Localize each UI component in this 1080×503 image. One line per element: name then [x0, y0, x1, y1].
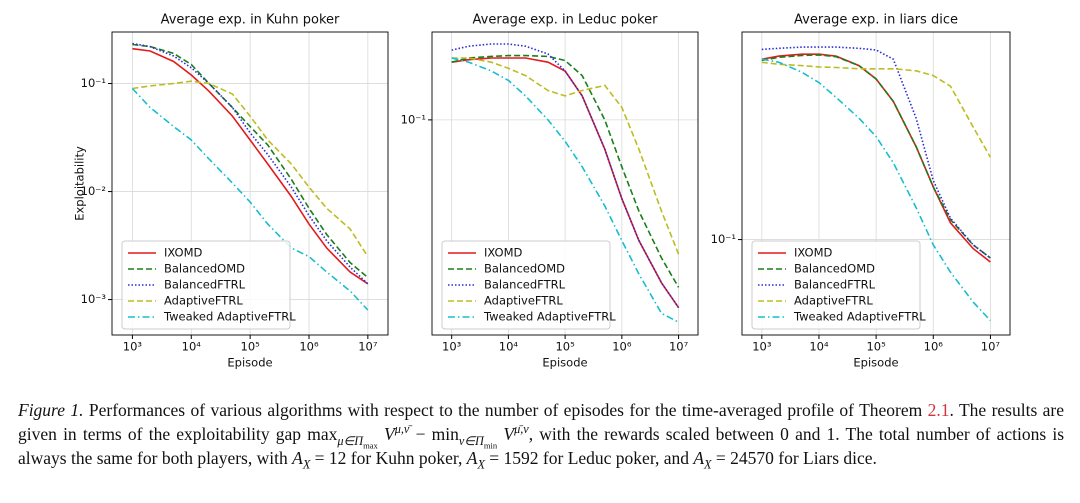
math-var: A [693, 448, 705, 468]
x-tick-label: 10⁵ [866, 340, 886, 354]
x-tick-label: 10⁷ [669, 340, 689, 354]
legend-label: Tweaked AdaptiveFTRL [483, 310, 616, 324]
chart-title: Average exp. in Kuhn poker [161, 13, 340, 28]
y-tick-label: 10⁻¹ [401, 112, 426, 126]
figure-caption: Figure 1. Performances of various algori… [18, 398, 1065, 472]
legend-label: BalancedOMD [164, 262, 245, 276]
panel: 10³ 10⁴ 10⁵ 10⁶ 10⁷ 10⁻¹ Average exp. in Leduc… [401, 13, 699, 370]
series-line [451, 54, 680, 288]
math-var: A [292, 448, 303, 468]
x-tick-label: 10⁴ [809, 340, 829, 354]
series-line [451, 43, 680, 309]
legend: IXOMD BalancedOMD BalancedFTRL AdaptiveFTRL… [751, 240, 926, 330]
legend-label: BalancedFTRL [794, 278, 876, 292]
plot-area [761, 46, 992, 322]
legend-box [121, 240, 291, 330]
caption-text: = 24570 for Liars dice. [715, 448, 877, 468]
caption-text: Performances of various algorithms with … [88, 400, 923, 420]
legend-label: Tweaked AdaptiveFTRL [163, 310, 296, 324]
math: maxμ∈Πmax Vμ,ν̄ − minν∈Πmin Vμ̄,ν [307, 422, 529, 449]
legend-label: AdaptiveFTRL [484, 294, 563, 308]
caption-text: = 12 for Kuhn poker, [314, 448, 463, 468]
x-tick-label: 10³ [123, 340, 143, 354]
math-sub: max [363, 439, 378, 450]
series-line [451, 57, 679, 323]
math-sub: min [483, 439, 498, 450]
x-tick-label: 10⁷ [981, 340, 1001, 354]
math-var: V [384, 424, 395, 444]
legend-box [751, 240, 921, 330]
y-tick-label: 10⁻¹ [711, 232, 736, 246]
x-tick-label: 10⁵ [241, 340, 261, 354]
x-axis-label: Episode [542, 356, 587, 370]
figure: 10³ 10⁴ 10⁵ 10⁶ 10⁷ 10⁻³ 10⁻² 10⁻¹ Average exp. … [73, 13, 1011, 370]
x-tick-label: 10⁶ [612, 340, 632, 354]
y-tick-label: 10⁻² [81, 184, 106, 198]
x-tick-label: 10³ [442, 340, 462, 354]
math-op: − min [415, 424, 459, 444]
plot-area [451, 43, 680, 323]
x-axis-label: Episode [227, 356, 272, 370]
theorem-ref[interactable]: 2.1 [927, 400, 950, 420]
math-op: max [307, 424, 338, 444]
legend-label: AdaptiveFTRL [794, 294, 873, 308]
x-tick-label: 10⁷ [358, 340, 378, 354]
y-tick-label: 10⁻¹ [81, 76, 106, 90]
legend-label: AdaptiveFTRL [164, 294, 243, 308]
x-tick-label: 10⁴ [182, 340, 202, 354]
caption-text: , with the rewards scaled between 0 and … [18, 424, 1065, 468]
series-line [451, 57, 680, 255]
series-line [761, 61, 992, 158]
series-line [132, 47, 369, 285]
series-line [132, 80, 369, 258]
series-line [761, 58, 991, 322]
panel: 10³ 10⁴ 10⁵ 10⁶ 10⁷ 10⁻¹ Average exp. in liars… [711, 13, 1011, 370]
math-sub: X [704, 457, 712, 472]
legend: IXOMD BalancedOMD BalancedFTRL AdaptiveFTRL… [441, 240, 616, 330]
plot-area [131, 42, 369, 311]
x-axis-label: Episode [853, 356, 898, 370]
legend-box [441, 240, 611, 330]
math-sub: X [302, 457, 311, 472]
x-tick-label: 10⁵ [555, 340, 575, 354]
x-tick-label: 10⁶ [299, 340, 319, 354]
legend-label: BalancedFTRL [164, 278, 246, 292]
legend: IXOMD BalancedOMD BalancedFTRL AdaptiveFTRL… [121, 240, 296, 330]
legend-label: IXOMD [484, 246, 523, 260]
y-tick-label: 10⁻³ [81, 292, 107, 306]
legend-label: IXOMD [164, 246, 203, 260]
legend-label: BalancedFTRL [484, 278, 566, 292]
legend-label: IXOMD [794, 246, 833, 260]
caption-label: Figure 1. [18, 400, 84, 420]
legend-label: BalancedOMD [794, 262, 875, 276]
math-var: V [503, 424, 515, 444]
math-sub: μ∈Π [337, 433, 364, 448]
math-sup: μ̄,ν [514, 422, 529, 437]
math-var: A [466, 448, 478, 468]
axes-frame [431, 31, 699, 336]
series-line [132, 42, 369, 285]
axes-frame [111, 31, 389, 336]
caption-text: = 1592 for Leduc poker, and [489, 448, 689, 468]
chart-title: Average exp. in liars dice [794, 13, 958, 28]
y-axis-label: Exploitability [73, 146, 87, 221]
series-line [132, 43, 369, 279]
axes-frame [741, 31, 1011, 336]
chart-title: Average exp. in Leduc poker [473, 13, 659, 28]
series-line [761, 54, 991, 259]
x-tick-label: 10⁶ [924, 340, 944, 354]
legend-label: Tweaked AdaptiveFTRL [793, 310, 926, 324]
math-sub: ν∈Π [458, 433, 484, 448]
math-sup: μ,ν̄ [394, 422, 410, 437]
caption-text: . The results are given in terms of the … [18, 400, 1065, 444]
legend-label: BalancedOMD [484, 262, 565, 276]
series-line [131, 87, 369, 311]
x-tick-label: 10⁴ [499, 340, 519, 354]
panel: 10³ 10⁴ 10⁵ 10⁶ 10⁷ 10⁻³ 10⁻² 10⁻¹ Average exp. … [73, 13, 389, 370]
x-tick-label: 10³ [752, 340, 772, 354]
math-sub: X [477, 457, 485, 472]
